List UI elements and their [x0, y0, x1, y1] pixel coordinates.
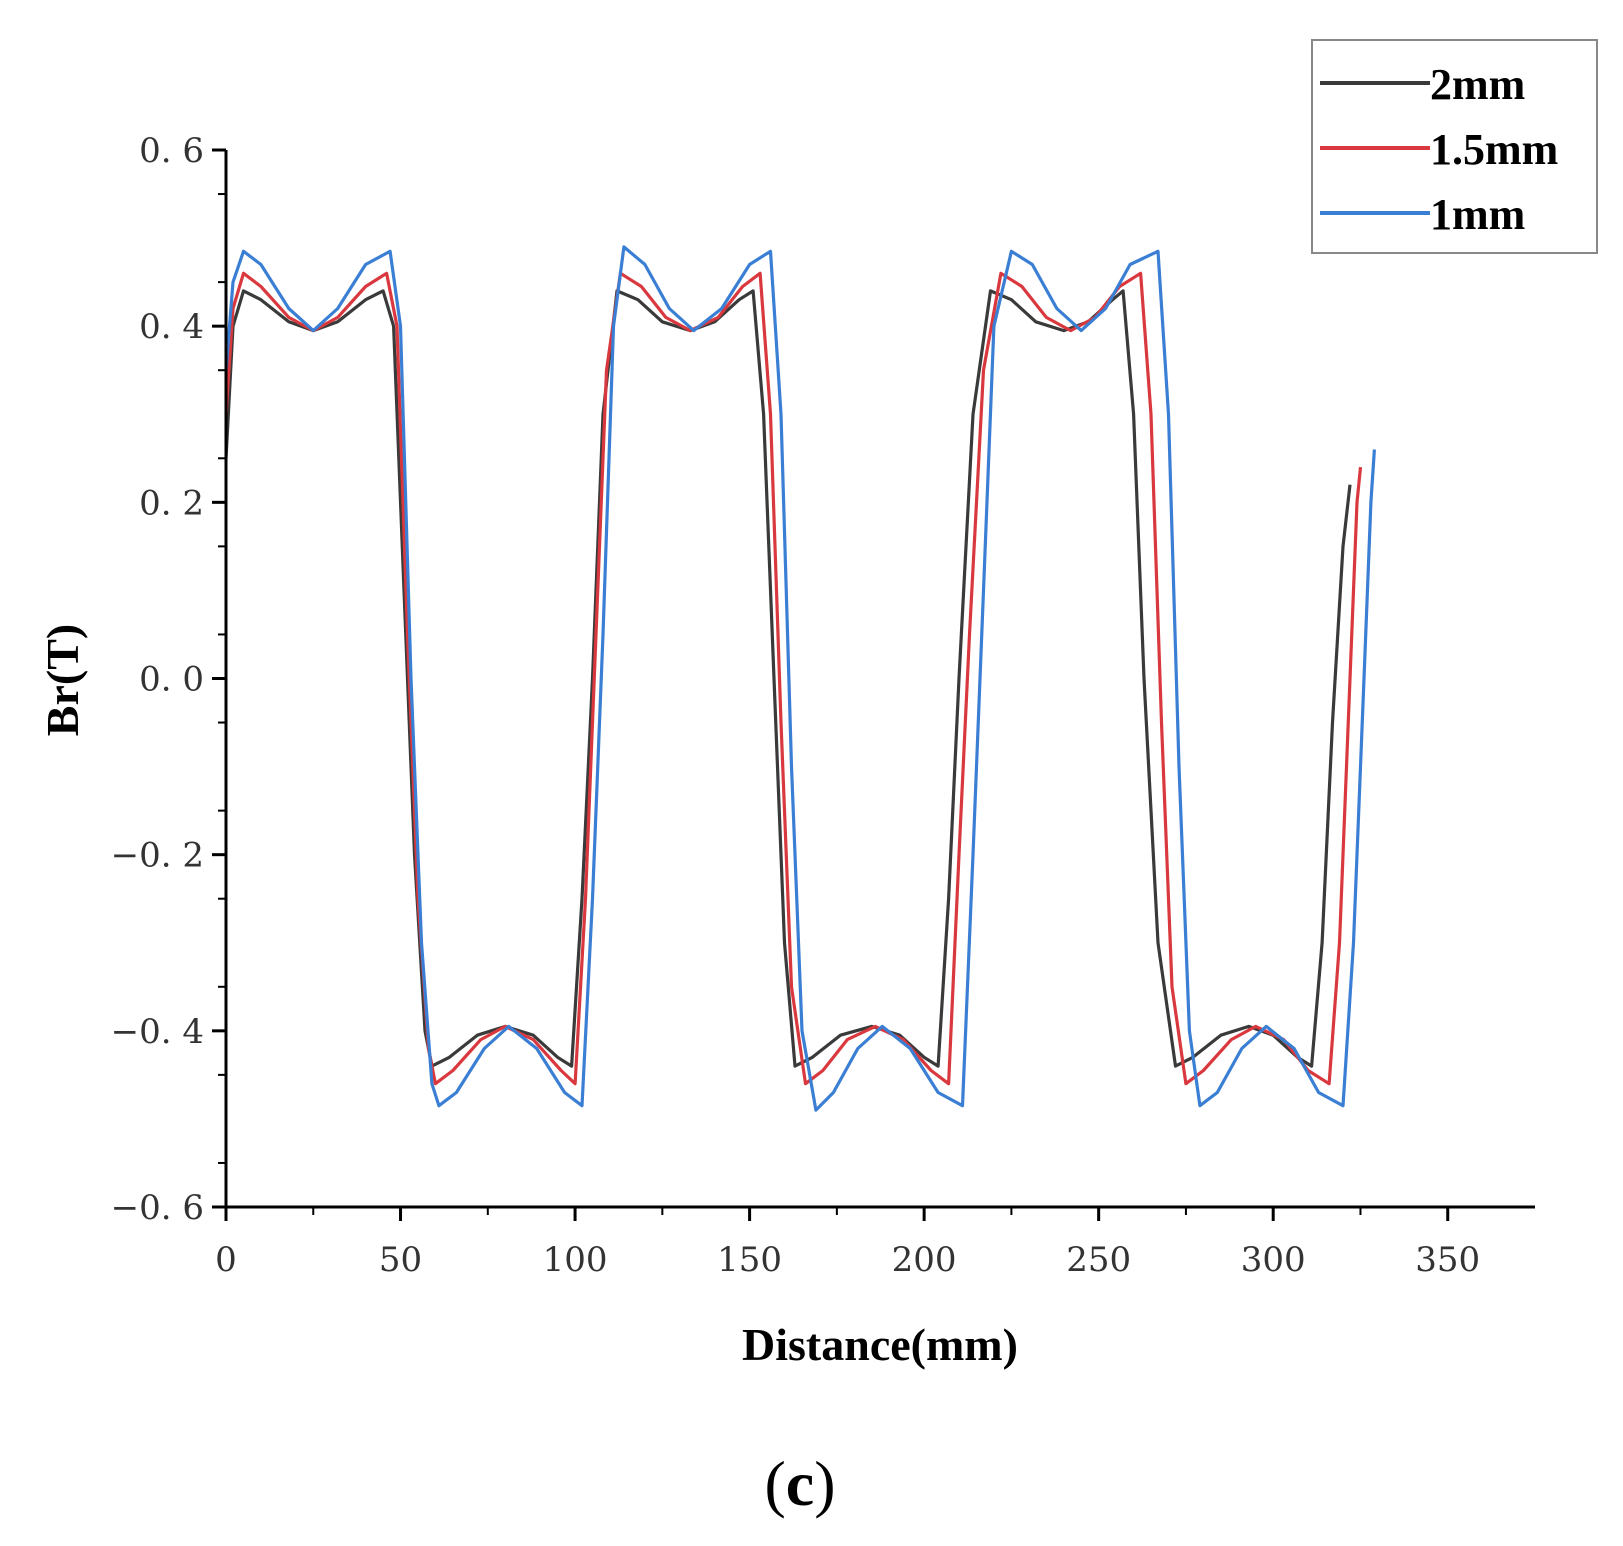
y-tick-label: 0. 2	[139, 483, 204, 523]
x-tick-label: 300	[1241, 1240, 1306, 1280]
y-tick-label: −0. 6	[111, 1188, 204, 1228]
y-tick-label: 0. 0	[139, 660, 204, 700]
x-tick-label: 0	[215, 1240, 237, 1280]
axes	[212, 148, 1535, 1221]
x-tick-label: 200	[892, 1240, 957, 1280]
x-tick-label: 250	[1066, 1240, 1131, 1280]
x-tick-label: 150	[717, 1240, 782, 1280]
plot-area	[224, 245, 1376, 1112]
caption-close-paren: )	[814, 1448, 835, 1519]
series-line-1mm	[224, 245, 1376, 1112]
series-line-2mm	[224, 289, 1352, 1068]
y-tick-label: −0. 2	[111, 836, 204, 876]
y-tick-label: 0. 4	[139, 307, 204, 347]
legend: 2mm 1.5mm 1mm	[1311, 39, 1598, 254]
legend-label-1mm: 1mm	[1430, 190, 1525, 239]
series-line-1-5mm	[224, 271, 1363, 1086]
y-tick-label: 0. 6	[139, 131, 204, 171]
y-tick-label: −0. 4	[111, 1012, 204, 1052]
legend-label-1-5mm: 1.5mm	[1430, 125, 1558, 174]
figure-caption: (c)	[764, 1448, 835, 1519]
caption-letter: c	[786, 1448, 814, 1519]
tick-labels: 0 50 100 150 200 250 300 350 0. 6 0. 4 0. 2 0. 0 −0.…	[111, 131, 1481, 1280]
x-tick-label: 350	[1415, 1240, 1480, 1280]
legend-label-2mm: 2mm	[1430, 60, 1525, 109]
caption-open-paren: (	[764, 1448, 785, 1519]
x-axis-title: Distance(mm)	[742, 1319, 1018, 1370]
x-tick-label: 50	[379, 1240, 422, 1280]
x-tick-label: 100	[543, 1240, 608, 1280]
y-axis-title: Br(T)	[37, 624, 88, 736]
